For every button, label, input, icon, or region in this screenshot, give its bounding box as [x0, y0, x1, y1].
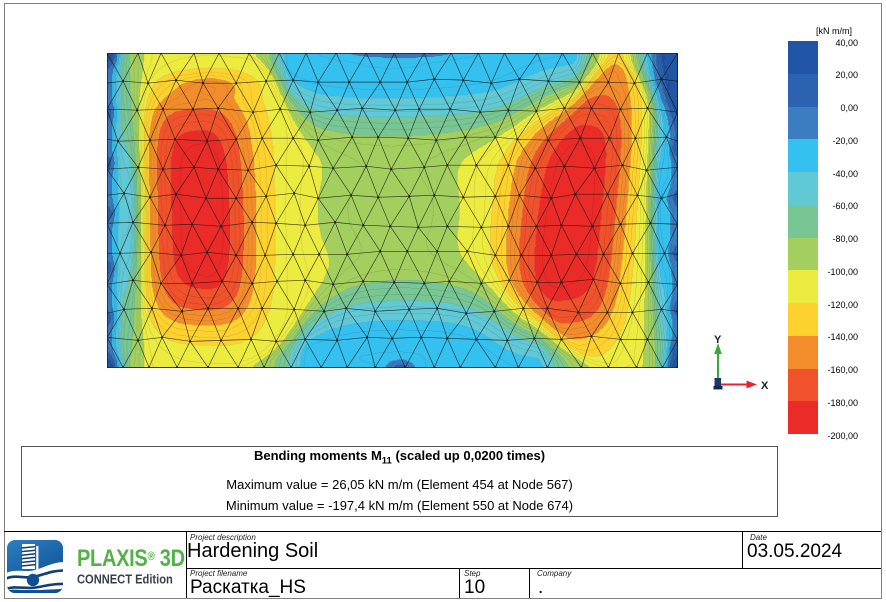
- svg-text:Y: Y: [714, 334, 722, 346]
- svg-text:X: X: [761, 380, 768, 392]
